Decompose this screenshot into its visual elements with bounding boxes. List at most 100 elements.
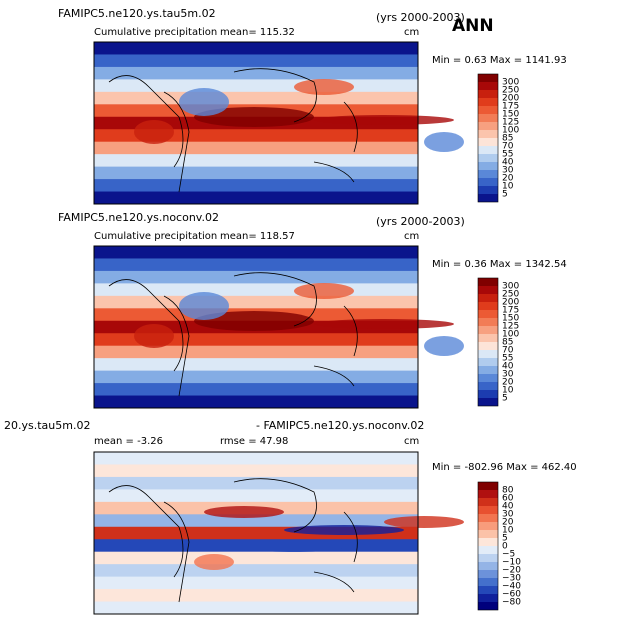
map-blob xyxy=(179,88,229,116)
map-band xyxy=(94,489,418,503)
map-band xyxy=(94,464,418,478)
colorbar-label: 30 xyxy=(502,166,514,176)
map-band xyxy=(94,576,418,590)
panel-units: cm xyxy=(404,27,419,38)
colorbar-box xyxy=(478,90,498,98)
panel-title: 20.ys.tau5m.02 xyxy=(4,419,90,432)
colorbar-box xyxy=(478,522,498,530)
map-band xyxy=(94,191,418,205)
colorbar-box xyxy=(478,506,498,514)
colorbar-label: 40 xyxy=(502,158,514,168)
map-blob xyxy=(284,525,404,535)
colorbar-label: 100 xyxy=(502,126,519,136)
map-blob xyxy=(424,336,464,356)
colorbar-label: 70 xyxy=(502,142,514,152)
colorbar-label: 10 xyxy=(502,526,514,536)
colorbar-box xyxy=(478,594,498,602)
colorbar-box xyxy=(478,138,498,146)
colorbar-label: 5 xyxy=(502,534,508,544)
colorbar-box xyxy=(478,278,498,286)
colorbar-label: −20 xyxy=(502,566,521,576)
map-band xyxy=(94,395,418,409)
map-band xyxy=(94,333,418,347)
panel-units: cm xyxy=(404,231,419,242)
colorbar-box xyxy=(478,106,498,114)
colorbar-label: 200 xyxy=(502,94,519,104)
season: ANN xyxy=(452,16,494,36)
colorbar-box xyxy=(478,602,498,610)
map-band xyxy=(94,129,418,143)
map-band xyxy=(94,54,418,68)
map-band xyxy=(94,476,418,490)
colorbar-box xyxy=(478,130,498,138)
colorbar-box xyxy=(478,310,498,318)
map-band xyxy=(94,601,418,615)
map-band xyxy=(94,383,418,397)
colorbar-box xyxy=(478,490,498,498)
colorbar-box xyxy=(478,562,498,570)
map-blob xyxy=(384,516,464,528)
colorbar-label: 20 xyxy=(502,378,514,388)
colorbar-frame xyxy=(477,277,499,407)
colorbar-box xyxy=(478,578,498,586)
map-band xyxy=(94,179,418,193)
map-band xyxy=(94,246,418,259)
panel-mean: mean= 118.57 xyxy=(220,231,295,242)
colorbar-box xyxy=(478,538,498,546)
colorbar-box xyxy=(478,546,498,554)
colorbar-box xyxy=(478,334,498,342)
map-blob xyxy=(244,542,344,552)
map-blob xyxy=(194,554,234,570)
colorbar-box xyxy=(478,374,498,382)
map-blob xyxy=(294,79,354,95)
colorbar-label: −60 xyxy=(502,590,521,600)
map-band xyxy=(94,589,418,603)
colorbar-label: 0 xyxy=(502,542,508,552)
colorbar-box xyxy=(478,114,498,122)
colorbar-label: 85 xyxy=(502,338,513,348)
map-band xyxy=(94,358,418,372)
panel-minmax: Min = -802.96 Max = 462.40 xyxy=(432,462,577,473)
colorbar-label: 40 xyxy=(502,502,514,512)
colorbar-label: 80 xyxy=(502,486,514,496)
map-band xyxy=(94,91,418,105)
colorbar-box xyxy=(478,122,498,130)
colorbar-box xyxy=(478,186,498,194)
panel-units: cm xyxy=(404,436,419,447)
map-blob xyxy=(179,292,229,320)
colorbar-label: 70 xyxy=(502,346,514,356)
colorbar-label: 125 xyxy=(502,118,519,128)
panel-years: (yrs 2000-2003) xyxy=(376,11,465,24)
colorbar-box xyxy=(478,382,498,390)
panel-mean: mean = -3.26 xyxy=(94,436,163,447)
map-band xyxy=(94,345,418,359)
colorbar-box xyxy=(478,514,498,522)
colorbar-box xyxy=(478,358,498,366)
map-blob xyxy=(314,115,454,125)
map xyxy=(94,452,464,615)
map-blob xyxy=(424,132,464,152)
panel-minmax: Min = 0.63 Max = 1141.93 xyxy=(432,55,567,66)
map-frame xyxy=(93,451,419,615)
colorbar-box xyxy=(478,194,498,202)
panel-mean: mean= 115.32 xyxy=(220,27,295,38)
colorbar-box xyxy=(478,82,498,90)
colorbar-box xyxy=(478,570,498,578)
colorbar-label: −10 xyxy=(502,558,521,568)
colorbar-label: 10 xyxy=(502,386,514,396)
colorbar-label: 55 xyxy=(502,354,513,364)
colorbar-box xyxy=(478,366,498,374)
map-band xyxy=(94,166,418,180)
coastline xyxy=(108,68,358,193)
map-blob xyxy=(314,319,454,329)
colorbar-box xyxy=(478,530,498,538)
colorbar-label: 20 xyxy=(502,518,514,528)
colorbar-label: 175 xyxy=(502,102,519,112)
map-frame xyxy=(93,41,419,205)
map-band xyxy=(94,370,418,384)
colorbar-label: 85 xyxy=(502,134,513,144)
colorbar-box xyxy=(478,318,498,326)
map-band xyxy=(94,258,418,272)
colorbar-box xyxy=(478,390,498,398)
